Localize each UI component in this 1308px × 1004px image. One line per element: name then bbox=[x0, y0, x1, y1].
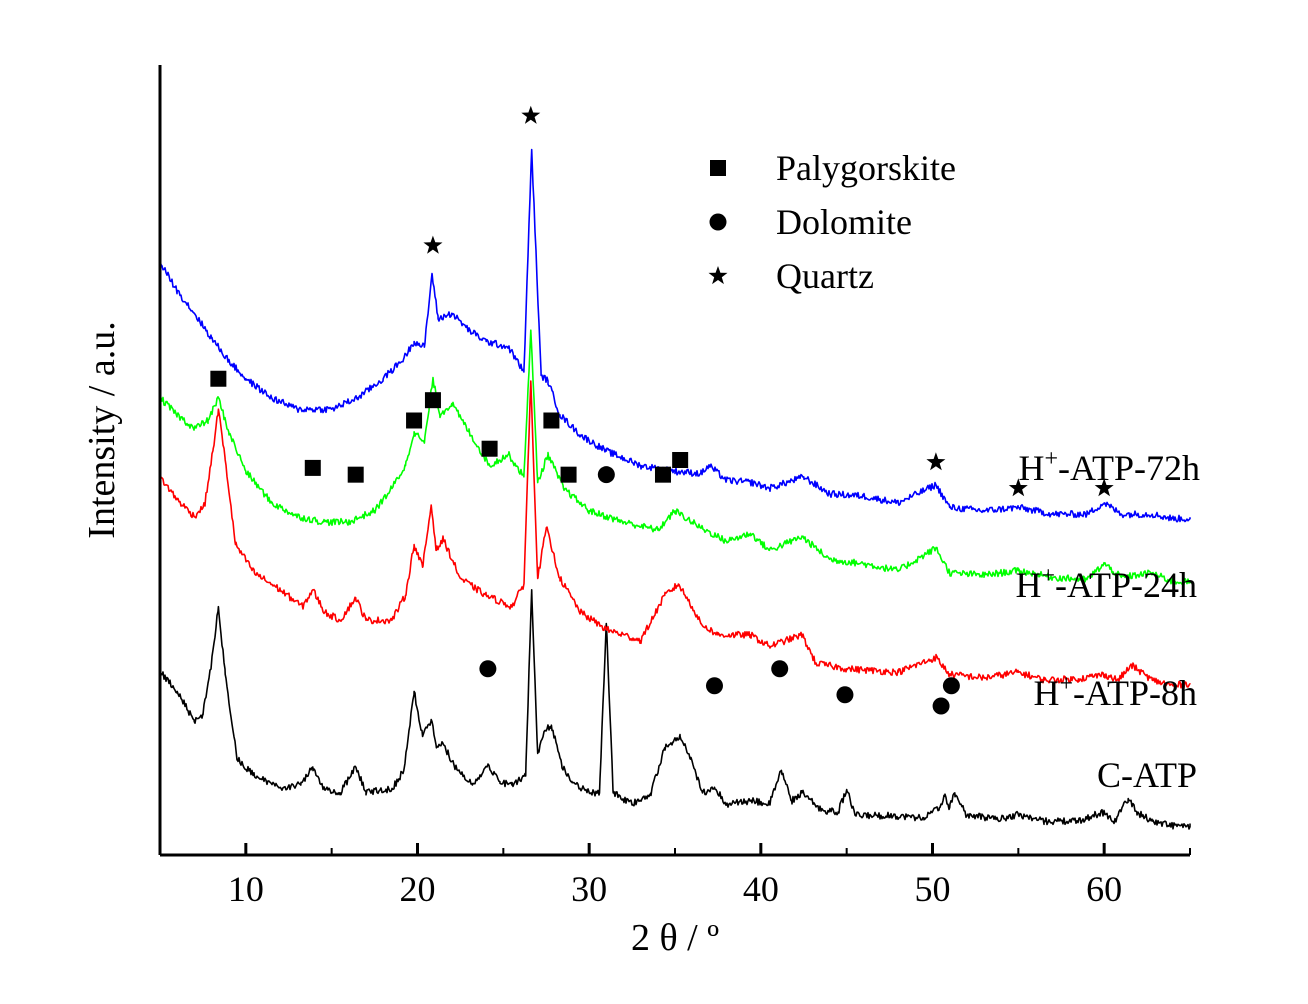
square-peak-marker bbox=[672, 452, 689, 468]
square-peak-marker bbox=[210, 370, 227, 387]
star-peak-marker bbox=[926, 452, 946, 471]
star-peak-marker bbox=[521, 105, 541, 124]
square-peak-marker bbox=[481, 440, 498, 457]
star-peak-marker bbox=[1094, 478, 1114, 497]
x-tick-label: 10 bbox=[228, 869, 264, 909]
series-label-sup: + bbox=[1059, 671, 1073, 697]
series-label-part: -ATP-24h bbox=[1055, 565, 1197, 605]
series-line bbox=[159, 329, 1191, 586]
series-label: H+-ATP-72h bbox=[1018, 446, 1200, 488]
x-axis-label: 2 θ / º bbox=[631, 917, 719, 959]
series-label: C-ATP bbox=[1097, 755, 1197, 795]
series-label-part: H bbox=[1018, 448, 1044, 488]
circle-peak-marker bbox=[479, 660, 497, 678]
circle-legend-marker bbox=[709, 213, 727, 231]
x-tick-label: 30 bbox=[571, 869, 607, 909]
series-label-part: -ATP-8h bbox=[1073, 673, 1197, 713]
square-peak-marker bbox=[543, 412, 560, 429]
series-label-sup: + bbox=[1044, 446, 1058, 472]
square-peak-marker bbox=[424, 392, 441, 409]
circle-peak-marker bbox=[942, 677, 960, 695]
series-label: H+-ATP-8h bbox=[1033, 671, 1197, 713]
series-label-part: C-ATP bbox=[1097, 755, 1197, 795]
square-peak-marker bbox=[347, 466, 364, 483]
x-ticks: 10 20 30 40 50 60 bbox=[159, 843, 1191, 909]
y-axis-label: Intensity / a.u. bbox=[81, 321, 123, 538]
axes: 10 20 30 40 50 60 bbox=[158, 65, 1191, 909]
circle-peak-marker bbox=[771, 660, 789, 678]
legend-label: Palygorskite bbox=[776, 148, 956, 188]
legend-label: Dolomite bbox=[776, 202, 912, 242]
series-label-part: H bbox=[1015, 565, 1041, 605]
x-tick-label: 60 bbox=[1086, 869, 1122, 909]
x-tick-label: 50 bbox=[915, 869, 951, 909]
square-legend-marker bbox=[710, 160, 726, 176]
star-legend-marker bbox=[708, 266, 728, 285]
x-tick-label: 20 bbox=[400, 869, 436, 909]
square-peak-marker bbox=[654, 466, 671, 483]
series-traces bbox=[159, 148, 1191, 830]
circle-peak-marker bbox=[836, 686, 854, 704]
legend: Palygorskite Dolomite Quartz bbox=[708, 148, 956, 296]
star-peak-marker bbox=[423, 235, 443, 254]
peak-markers bbox=[210, 105, 1114, 715]
series-line bbox=[159, 589, 1191, 830]
square-peak-marker bbox=[406, 412, 423, 429]
x-tick-label: 40 bbox=[743, 869, 779, 909]
series-label-sup: + bbox=[1041, 563, 1055, 589]
circle-peak-marker bbox=[597, 466, 615, 484]
star-peak-marker bbox=[1008, 478, 1028, 497]
square-peak-marker bbox=[560, 466, 577, 483]
series-label: H+-ATP-24h bbox=[1015, 563, 1197, 605]
series-line bbox=[159, 148, 1191, 523]
series-label-part: H bbox=[1033, 673, 1059, 713]
circle-peak-marker bbox=[705, 677, 723, 695]
square-peak-marker bbox=[304, 459, 321, 476]
series-label-part: -ATP-72h bbox=[1058, 448, 1200, 488]
legend-label: Quartz bbox=[776, 256, 874, 296]
circle-peak-marker bbox=[932, 697, 950, 715]
series-line bbox=[159, 380, 1191, 689]
